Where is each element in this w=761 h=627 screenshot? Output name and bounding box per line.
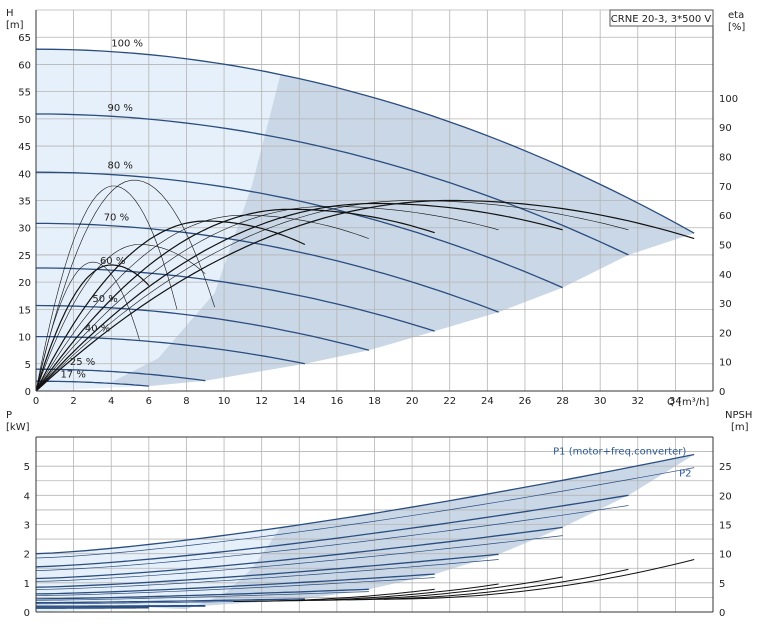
y-right-tick-label: 50	[719, 240, 732, 251]
speed-label: 25 %	[70, 357, 95, 368]
x-tick-label: 6	[146, 396, 152, 407]
x-tick-label: 32	[631, 396, 644, 407]
speed-label: 40 %	[85, 323, 110, 334]
npsh-tick-label: 5	[719, 579, 725, 590]
p-axis-unit: [kW]	[6, 422, 30, 433]
y-left-tick-label: 15	[18, 305, 31, 316]
y-right-tick-label: 60	[719, 211, 732, 222]
x-tick-label: 8	[183, 396, 189, 407]
y-right-tick-label: 40	[719, 270, 732, 281]
p-tick-label: 2	[24, 550, 30, 561]
y-right-name: eta	[728, 10, 744, 21]
p-tick-label: 3	[24, 521, 30, 532]
y-left-tick-label: 20	[18, 278, 31, 289]
power-operating-area	[36, 455, 694, 613]
x-tick-label: 24	[481, 396, 494, 407]
y-right-tick-label: 70	[719, 182, 732, 193]
x-tick-label: 28	[556, 396, 569, 407]
chart-title: CRNE 20-3, 3*500 V	[611, 14, 712, 25]
x-tick-label: 16	[331, 396, 344, 407]
y-right-tick-label: 100	[719, 94, 738, 105]
speed-label: 90 %	[107, 103, 132, 114]
p-tick-label: 1	[24, 579, 30, 590]
speed-label: 50 %	[92, 294, 117, 305]
y-left-unit: [m]	[6, 20, 24, 31]
x-tick-label: 30	[594, 396, 607, 407]
series-label: P2	[679, 468, 691, 479]
npsh-axis-name: NPSH	[725, 410, 752, 421]
y-left-tick-label: 45	[18, 142, 31, 153]
y-left-name: H	[6, 8, 14, 19]
y-left-tick-label: 35	[18, 197, 31, 208]
series-label: P1 (motor+freq.converter)	[553, 447, 686, 458]
npsh-tick-label: 0	[719, 608, 725, 619]
y-right-tick-label: 0	[719, 387, 725, 398]
x-tick-label: 22	[443, 396, 456, 407]
x-tick-label: 2	[70, 396, 76, 407]
y-left-tick-label: 60	[18, 60, 31, 71]
speed-label: 100 %	[111, 38, 143, 49]
title-box: CRNE 20-3, 3*500 V	[610, 10, 713, 26]
y-left-tick-label: 30	[18, 224, 31, 235]
x-tick-label: 12	[255, 396, 268, 407]
power-npsh-chart: 0 1 2 3 4 5 0 5 10 15 20 25 P1 (motor+freq.converte…	[6, 410, 752, 619]
p-tick-label: 0	[24, 608, 30, 619]
y-right-tick-label: 90	[719, 123, 732, 134]
y-left-tick-label: 40	[18, 169, 31, 180]
y-left-tick-label: 10	[18, 333, 31, 344]
y-left-tick-label: 0	[25, 387, 31, 398]
p1-curve	[36, 606, 205, 607]
speed-label: 17 %	[60, 370, 85, 381]
npsh-axis-unit: [m]	[731, 422, 749, 433]
y-left-tick-label: 50	[18, 115, 31, 126]
y-left-tick-label: 65	[18, 33, 31, 44]
x-tick-label: 20	[406, 396, 419, 407]
y-right-tick-label: 20	[719, 328, 732, 339]
x-tick-label: 14	[293, 396, 306, 407]
x-axis-label: Q [m³/h]	[667, 397, 709, 408]
y-right-tick-label: 80	[719, 153, 732, 164]
x-tick-label: 10	[218, 396, 231, 407]
speed-label: 80 %	[107, 161, 132, 172]
x-tick-label: 26	[519, 396, 532, 407]
speed-label: 70 %	[104, 212, 129, 223]
p-axis-name: P	[6, 410, 12, 421]
p-tick-label: 4	[24, 491, 30, 502]
npsh-tick-label: 25	[719, 462, 732, 473]
x-tick-label: 18	[368, 396, 381, 407]
npsh-tick-label: 10	[719, 550, 732, 561]
npsh-tick-label: 15	[719, 521, 732, 532]
p-tick-label: 5	[24, 462, 30, 473]
y-left-tick-label: 55	[18, 88, 31, 99]
y-left-tick-label: 25	[18, 251, 31, 262]
y-right-unit: [%]	[728, 22, 745, 33]
x-tick-label: 4	[108, 396, 114, 407]
speed-label: 60 %	[100, 256, 125, 267]
y-left-tick-label: 5	[25, 360, 31, 371]
y-right-tick-label: 10	[719, 358, 732, 369]
npsh-tick-label: 20	[719, 491, 732, 502]
y-right-tick-label: 30	[719, 299, 732, 310]
x-tick-label: 0	[33, 396, 39, 407]
